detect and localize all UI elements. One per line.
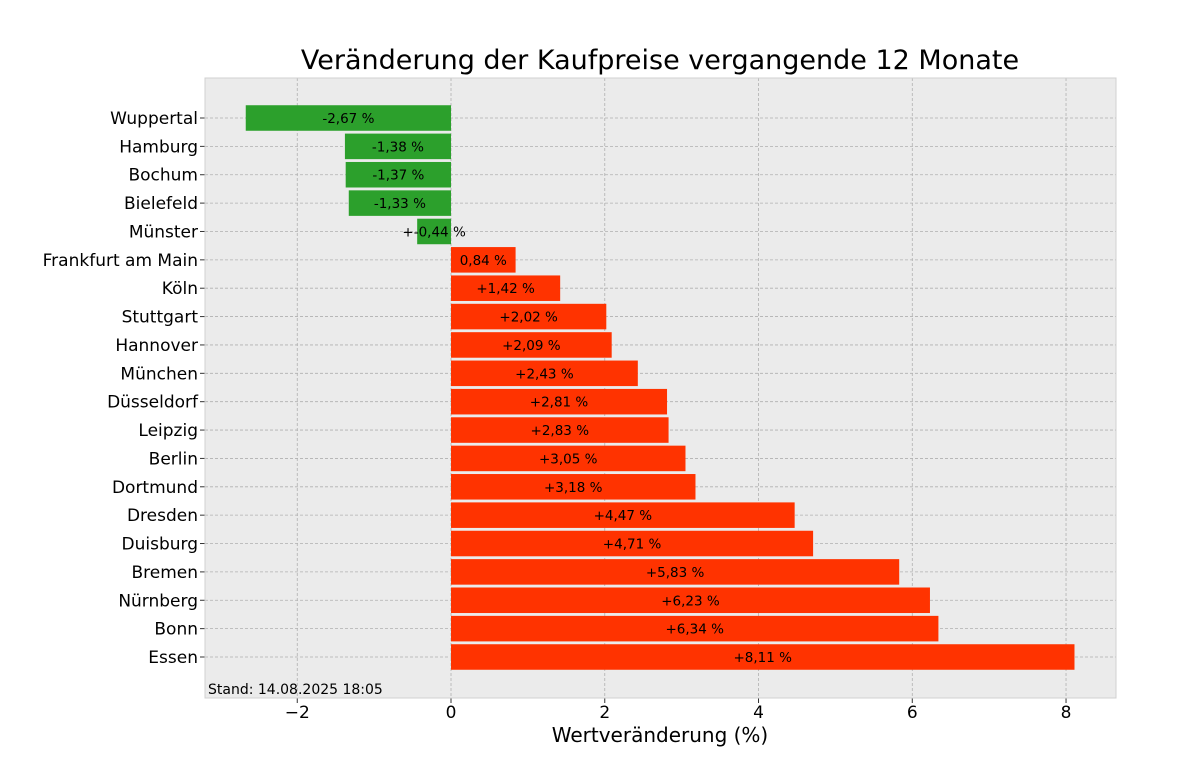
data-label: +8,11 % xyxy=(733,650,792,666)
data-label: +6,34 % xyxy=(665,622,724,638)
data-label: +3,05 % xyxy=(539,451,598,467)
bar xyxy=(344,133,452,160)
bars xyxy=(245,105,1075,670)
bar xyxy=(451,474,696,500)
bar xyxy=(451,445,686,472)
data-label: +3,18 % xyxy=(544,480,603,496)
x-tick-label: 0 xyxy=(446,703,457,723)
category-label: Leipzig xyxy=(138,421,198,441)
bar xyxy=(451,559,900,585)
bar xyxy=(451,587,930,614)
bar xyxy=(451,360,638,387)
data-label: +1,42 % xyxy=(476,281,535,297)
x-axis-label: Wertveränderung (%) xyxy=(552,723,769,747)
x-tick-label: 8 xyxy=(1061,703,1072,723)
data-label: +2,83 % xyxy=(531,423,590,439)
data-label: 0,84 % xyxy=(460,253,507,269)
category-label: Bremen xyxy=(131,563,198,583)
category-label: Köln xyxy=(162,279,198,299)
category-label: Hannover xyxy=(115,336,198,356)
category-label: Berlin xyxy=(149,449,198,469)
category-label: Duisburg xyxy=(122,535,199,555)
y-axis: Wuppertal Hamburg Bochum Bielefeld Münster Fr… xyxy=(43,109,205,668)
x-axis: −2 0 2 4 6 8 xyxy=(285,698,1072,723)
category-label: Münster xyxy=(129,222,198,242)
category-label: Düsseldorf xyxy=(107,393,199,413)
x-tick-label: 4 xyxy=(753,703,764,723)
category-label: Bielefeld xyxy=(124,194,198,214)
chart-title: Veränderung der Kaufpreise vergangende 1… xyxy=(301,45,1019,76)
bar xyxy=(451,615,939,642)
bar xyxy=(451,530,814,557)
data-label: +2,02 % xyxy=(499,310,558,326)
category-label: Nürnberg xyxy=(118,591,198,611)
data-label: -1,37 % xyxy=(372,168,424,184)
category-label: Essen xyxy=(148,648,198,668)
data-label: +2,09 % xyxy=(502,338,561,354)
category-label: Hamburg xyxy=(119,137,198,157)
bar xyxy=(451,303,607,330)
data-label: +-0,44 % xyxy=(402,224,466,240)
data-label: +2,43 % xyxy=(515,366,574,382)
data-label: +4,47 % xyxy=(594,508,653,524)
bar xyxy=(345,161,452,188)
bar xyxy=(451,644,1075,670)
data-label: +2,81 % xyxy=(530,395,589,411)
x-tick-label: −2 xyxy=(285,703,310,723)
bar xyxy=(451,417,669,443)
plot-frame xyxy=(204,77,1117,699)
bar xyxy=(348,190,452,216)
category-label: Bochum xyxy=(128,166,198,186)
category-label: Frankfurt am Main xyxy=(43,251,198,271)
bar xyxy=(451,332,612,358)
data-label: -1,33 % xyxy=(374,196,426,212)
footnote: Stand: 14.08.2025 18:05 xyxy=(208,682,383,698)
x-tick-label: 2 xyxy=(599,703,610,723)
category-label: Stuttgart xyxy=(122,308,199,328)
bar xyxy=(451,388,668,415)
bar xyxy=(451,247,516,273)
category-label: Dortmund xyxy=(112,478,198,498)
x-tick-label: 6 xyxy=(907,703,918,723)
data-label: -2,67 % xyxy=(322,111,374,127)
category-label: Dresden xyxy=(127,506,198,526)
value-labels: -2,67 % -1,38 % -1,37 % -1,33 % +-0,44 % 0,84… xyxy=(322,111,792,666)
data-label: +4,71 % xyxy=(603,537,662,553)
category-label: Wuppertal xyxy=(110,109,198,129)
bar xyxy=(451,502,795,528)
data-label: -1,38 % xyxy=(372,139,424,155)
category-label: Bonn xyxy=(154,620,198,640)
bar xyxy=(245,105,452,131)
data-label: +6,23 % xyxy=(661,593,720,609)
bar xyxy=(417,218,452,245)
data-label: +5,83 % xyxy=(646,565,705,581)
category-label: München xyxy=(120,364,198,384)
bar xyxy=(451,275,561,301)
